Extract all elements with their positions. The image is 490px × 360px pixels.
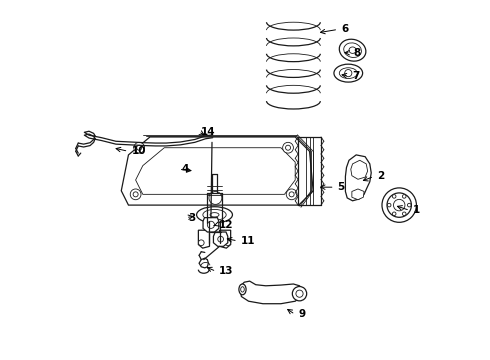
Ellipse shape: [334, 64, 363, 82]
Polygon shape: [199, 258, 208, 268]
Polygon shape: [203, 218, 219, 232]
Circle shape: [219, 166, 223, 170]
Ellipse shape: [339, 39, 366, 61]
Circle shape: [388, 203, 391, 207]
Circle shape: [392, 195, 396, 198]
Circle shape: [198, 240, 204, 246]
Circle shape: [408, 203, 411, 207]
Circle shape: [286, 189, 297, 200]
Circle shape: [207, 221, 215, 228]
Polygon shape: [220, 230, 231, 248]
Ellipse shape: [196, 207, 232, 223]
Ellipse shape: [204, 166, 223, 175]
Text: 12: 12: [219, 220, 234, 230]
Text: 4: 4: [181, 164, 189, 174]
Circle shape: [218, 236, 223, 242]
Ellipse shape: [339, 68, 357, 78]
Text: 7: 7: [352, 71, 359, 81]
Polygon shape: [136, 148, 295, 194]
Ellipse shape: [343, 43, 362, 58]
Text: 1: 1: [413, 206, 420, 216]
Polygon shape: [351, 160, 368, 179]
Text: 9: 9: [298, 310, 305, 319]
Ellipse shape: [203, 210, 226, 220]
Circle shape: [402, 212, 406, 216]
Polygon shape: [240, 281, 302, 304]
Circle shape: [293, 287, 307, 301]
Text: 2: 2: [377, 171, 384, 181]
Circle shape: [382, 188, 416, 222]
Circle shape: [130, 189, 141, 200]
Circle shape: [283, 142, 294, 153]
Polygon shape: [214, 232, 228, 246]
Circle shape: [219, 170, 223, 175]
Text: 14: 14: [201, 127, 216, 136]
Circle shape: [402, 195, 406, 198]
Circle shape: [134, 142, 145, 153]
Text: 10: 10: [131, 146, 146, 156]
Ellipse shape: [198, 163, 229, 177]
Polygon shape: [122, 137, 313, 205]
Text: 11: 11: [241, 236, 255, 246]
Text: 5: 5: [338, 182, 345, 192]
Ellipse shape: [239, 284, 246, 295]
Text: 8: 8: [354, 48, 361, 58]
Text: 3: 3: [189, 213, 196, 222]
Polygon shape: [198, 230, 210, 248]
Text: 13: 13: [219, 266, 234, 276]
Text: 6: 6: [341, 24, 348, 35]
Circle shape: [225, 240, 231, 246]
Circle shape: [209, 192, 222, 204]
Polygon shape: [345, 155, 371, 201]
Polygon shape: [352, 189, 364, 200]
Circle shape: [392, 212, 396, 216]
Circle shape: [344, 69, 352, 77]
Circle shape: [387, 193, 412, 217]
